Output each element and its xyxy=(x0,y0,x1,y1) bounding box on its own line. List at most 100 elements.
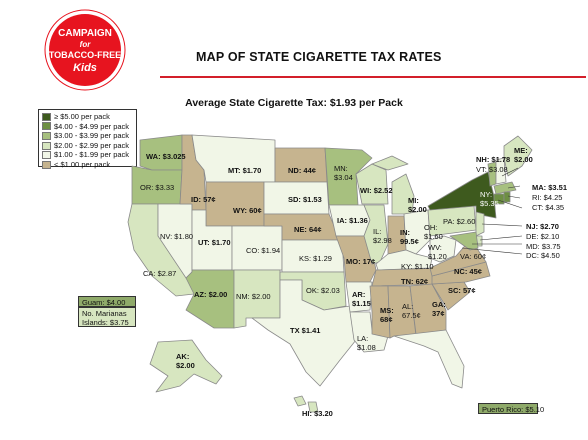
legend-item: < $1.00 per pack xyxy=(42,160,136,170)
legend-swatch xyxy=(42,160,51,169)
label-de: DE: $2.10 xyxy=(526,232,560,241)
legend-swatch xyxy=(42,151,51,160)
label-dc: DC: $4.50 xyxy=(526,251,560,260)
label-sd: SD: $1.53 xyxy=(288,195,322,204)
label-nv: NV: $1.80 xyxy=(160,232,194,241)
state-tx xyxy=(251,279,357,387)
state-fl xyxy=(393,329,465,389)
label-mi: MI: $2.00 xyxy=(408,196,427,214)
label-md: MD: $3.75 xyxy=(526,242,561,251)
label-ky: KY: $1.10 xyxy=(401,262,434,271)
label-ar: AR: $1.15 xyxy=(352,290,371,308)
legend-item: $4.00 - $4.99 per pack xyxy=(42,122,136,132)
label-ct: CT: $4.35 xyxy=(532,203,565,212)
legend-swatch xyxy=(42,131,51,140)
label-me: ME: $2.00 xyxy=(514,146,533,164)
legend-label: $1.00 - $1.99 per pack xyxy=(54,150,130,160)
label-wy: WY: 60¢ xyxy=(233,206,262,215)
label-ut: UT: $1.70 xyxy=(198,238,231,247)
state-az xyxy=(185,269,235,329)
label-ia: IA: $1.36 xyxy=(337,216,368,225)
label-va: VA: 60¢ xyxy=(460,252,487,261)
state-me xyxy=(503,135,533,177)
state-hi-2 xyxy=(307,401,319,413)
label-wi: WI: $2.52 xyxy=(360,186,393,195)
label-al: AL: 67.5¢ xyxy=(402,302,421,320)
label-ak: AK: $2.00 xyxy=(176,352,195,370)
territory-puerto-rico: Puerto Rico: $5.10 xyxy=(478,403,544,414)
label-vt: VT: $3.08 xyxy=(476,165,508,174)
logo-text-2: for xyxy=(80,40,92,49)
label-nd: ND: 44¢ xyxy=(288,166,316,175)
state-ga xyxy=(409,283,447,335)
state-ri xyxy=(503,191,511,203)
state-wv xyxy=(429,235,457,263)
legend-swatch xyxy=(42,112,51,121)
campaign-logo: CAMPAIGN for TOBACCO-FREE Kids xyxy=(44,9,126,91)
label-co: CO: $1.94 xyxy=(246,246,281,255)
label-oh: OH: $1.60 xyxy=(424,223,443,241)
label-ri: RI: $4.25 xyxy=(532,193,563,202)
legend-label: ≥ $5.00 per pack xyxy=(54,112,110,121)
legend: ≥ $5.00 per pack $4.00 - $4.99 per pack … xyxy=(38,109,137,170)
label-ga: GA: 37¢ xyxy=(432,300,446,318)
label-hi: HI: $3.20 xyxy=(302,409,333,418)
label-nh: NH: $1.78 xyxy=(476,155,511,164)
legend-label: $4.00 - $4.99 per pack xyxy=(54,121,130,131)
territory-puerto-rico-label: Puerto Rico: $5.10 xyxy=(482,405,545,414)
label-ok: OK: $2.03 xyxy=(306,286,340,295)
average-tax-subtitle: Average State Cigarette Tax: $1.93 per P… xyxy=(185,97,403,109)
legend-item: ≥ $5.00 per pack xyxy=(42,112,136,122)
label-mt: MT: $1.70 xyxy=(228,166,262,175)
state-hi xyxy=(293,395,307,407)
territory-guam: Guam: $4.00 xyxy=(78,296,136,307)
label-az: AZ: $2.00 xyxy=(194,290,228,299)
state-ma xyxy=(493,181,517,195)
label-nm: NM: $2.00 xyxy=(236,292,271,301)
state-nh xyxy=(495,157,507,185)
label-il: IL: $2.98 xyxy=(373,227,392,245)
label-or: OR: $3.33 xyxy=(140,183,175,192)
state-mi-up xyxy=(371,155,409,171)
label-pa: PA: $2.60 xyxy=(443,217,476,226)
state-ny xyxy=(427,171,497,219)
state-wy xyxy=(205,181,265,227)
label-tn: TN: 62¢ xyxy=(401,277,429,286)
label-ny: NY: $5.35 xyxy=(480,190,499,208)
legend-swatch xyxy=(42,141,51,150)
label-la: LA: $1.08 xyxy=(357,334,376,352)
page-title: MAP OF STATE CIGARETTE TAX RATES xyxy=(196,50,442,64)
state-la xyxy=(349,311,389,353)
legend-label: < $1.00 per pack xyxy=(54,159,111,169)
territory-marianas-label: No. Marianas Islands: $3.75 xyxy=(82,309,129,327)
legend-swatch xyxy=(42,122,51,131)
logo-text-1: CAMPAIGN xyxy=(58,28,112,39)
state-oh xyxy=(403,209,431,255)
state-ms xyxy=(369,285,391,339)
state-nj xyxy=(475,211,485,237)
state-ct xyxy=(493,193,505,205)
legend-item: $2.00 - $2.99 per pack xyxy=(42,141,136,151)
state-nm xyxy=(233,269,281,329)
legend-label: $3.00 - $3.99 per pack xyxy=(54,131,130,141)
label-id: ID: 57¢ xyxy=(191,195,216,204)
logo-text-3: TOBACCO-FREE xyxy=(49,50,121,60)
state-il xyxy=(363,204,389,265)
label-sc: SC: 57¢ xyxy=(448,286,476,295)
label-nj: NJ: $2.70 xyxy=(526,222,559,231)
label-ca: CA: $2.87 xyxy=(143,269,177,278)
logo-text-4: Kids xyxy=(73,62,97,74)
label-ma: MA: $3.51 xyxy=(532,183,568,192)
territory-guam-label: Guam: $4.00 xyxy=(82,298,126,307)
label-ms: MS: 68¢ xyxy=(380,306,394,324)
state-ar xyxy=(345,281,373,313)
label-wa: WA: $3.025 xyxy=(146,152,186,161)
label-wv: WV: $1.20 xyxy=(428,243,447,261)
legend-item: $3.00 - $3.99 per pack xyxy=(42,131,136,141)
legend-label: $2.00 - $2.99 per pack xyxy=(54,140,130,150)
label-mo: MO: 17¢ xyxy=(346,257,376,266)
label-mn: MN: $3.04 xyxy=(334,164,353,182)
label-ne: NE: 64¢ xyxy=(294,225,322,234)
label-tx: TX $1.41 xyxy=(290,326,321,335)
